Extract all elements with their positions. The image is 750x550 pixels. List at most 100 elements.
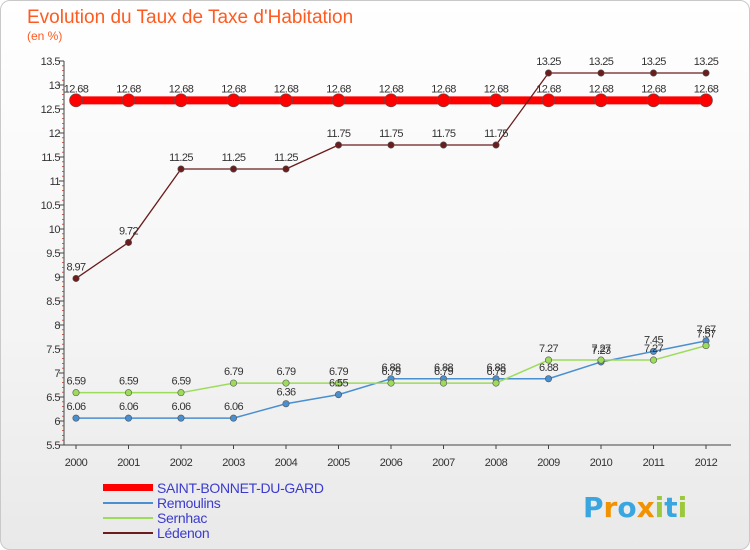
x-tick-label: 2007 [432,457,455,469]
data-point [69,93,83,108]
legend-item: Lédenon [103,525,210,541]
x-tick-label: 2011 [643,457,665,469]
data-label: 11.25 [222,152,246,164]
data-point [702,69,710,77]
data-point [544,375,552,383]
data-label: 12.68 [641,83,666,95]
x-tick-label: 2001 [117,457,140,469]
data-label: 11.25 [274,152,298,164]
x-tick-label: 2009 [537,457,560,469]
y-tick-label: 6.5 [46,392,60,404]
data-label: 7.27 [591,343,610,355]
x-tick-label: 2003 [222,457,245,469]
data-label: 12.68 [589,83,614,95]
logo-letter: o [617,491,637,524]
legend-label: Remoulins [157,494,221,511]
data-label: 13.25 [641,56,666,68]
y-tick-label: 11.5 [41,152,60,164]
data-point [125,238,133,246]
data-label: 7.23 [591,345,610,357]
data-label: 12.68 [169,83,194,95]
x-tick-label: 2006 [380,457,403,469]
data-point [282,379,290,387]
data-point [439,379,447,387]
y-tick-label: 8.5 [46,296,60,308]
data-point [649,347,657,355]
data-label: 6.06 [119,401,138,413]
data-point [646,93,661,108]
data-label: 9.72 [119,225,138,237]
data-point [436,93,451,108]
y-tick-label: 11 [50,176,61,188]
data-label: 6.79 [381,366,400,378]
x-tick-label: 2012 [695,457,718,469]
data-point [334,391,342,399]
data-point [702,342,710,350]
y-tick-label: 12.5 [41,104,61,116]
data-point [594,93,608,108]
data-point [177,389,185,397]
data-point [384,93,398,108]
data-label: 6.36 [276,387,295,399]
data-label: 12.68 [484,83,509,95]
data-label: 6.88 [486,362,505,374]
data-point [226,93,241,108]
legend-swatch [103,516,153,519]
data-point [282,165,290,173]
legend-item: SAINT-BONNET-DU-GARD [103,480,324,496]
data-label: 6.06 [66,401,85,413]
data-label: 11.25 [169,152,193,164]
data-label: 6.88 [381,362,400,374]
data-point [72,274,80,282]
y-tick-label: 5.5 [46,440,60,452]
y-tick-label: 13.5 [41,56,61,68]
data-point [125,414,133,422]
data-label: 12.68 [694,83,719,95]
data-point [387,141,395,149]
data-label: 6.06 [224,401,243,413]
data-label: 11.75 [484,128,508,140]
data-label: 12.68 [379,83,404,95]
legend-swatch [103,531,153,534]
legend-swatch [103,484,153,491]
data-label: 11.75 [432,128,456,140]
y-tick-label: 9 [54,272,60,284]
x-tick-label: 2000 [65,457,88,469]
data-point [334,141,342,149]
data-label: 6.79 [486,366,505,378]
legend-item: Remoulins [103,494,221,511]
data-point [597,69,605,77]
data-point [177,165,185,173]
y-tick-label: 10.5 [41,200,61,212]
data-label: 12.68 [326,83,351,95]
data-point [121,93,136,108]
data-point [544,69,552,77]
logo-letter: i [677,491,688,524]
logo-letter: x [636,491,655,524]
x-tick-label: 2002 [170,457,193,469]
y-tick-label: 7 [54,368,60,380]
legend-item: Sernhac [103,510,207,526]
data-label: 7.45 [644,334,663,346]
data-label: 6.88 [434,362,453,374]
proxiti-logo: Proxiti [583,491,687,524]
logo-letter: r [603,491,618,524]
data-label: 6.79 [276,366,295,378]
data-label: 6.79 [224,366,243,378]
data-label: 13.25 [536,56,561,68]
data-point [72,389,80,397]
data-label: 6.06 [171,401,190,413]
data-label: 7.57 [696,329,715,341]
data-point [439,141,447,149]
data-label: 12.68 [116,83,141,95]
data-label: 12.68 [64,83,89,95]
y-tick-label: 9.5 [46,248,60,260]
data-label: 11.75 [379,128,403,140]
data-label: 6.59 [119,376,138,388]
chart-title: Evolution du Taux de Taxe d'Habitation [27,7,354,28]
data-point [649,356,657,364]
y-tick-label: 13 [49,80,61,92]
data-point [492,379,500,387]
data-point [541,93,556,108]
